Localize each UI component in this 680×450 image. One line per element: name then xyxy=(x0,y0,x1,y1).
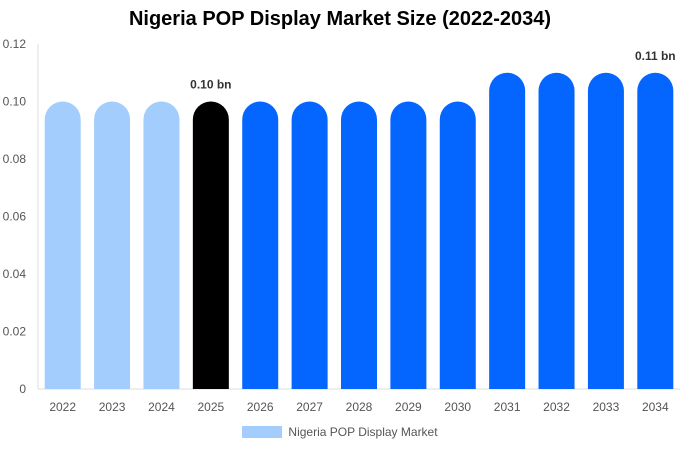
bar-2022[interactable] xyxy=(44,101,81,390)
bar-2026[interactable] xyxy=(242,101,279,390)
bar-2023[interactable] xyxy=(94,101,131,390)
legend[interactable]: Nigeria POP Display Market xyxy=(0,425,680,439)
y-tick-label: 0.02 xyxy=(3,325,27,339)
legend-label: Nigeria POP Display Market xyxy=(288,425,438,439)
bar-2031[interactable] xyxy=(489,72,526,389)
bars-group xyxy=(44,72,674,390)
bar-2032[interactable] xyxy=(538,72,575,389)
bar-2033[interactable] xyxy=(587,72,624,389)
bar-2029[interactable] xyxy=(390,101,427,390)
x-tick-label: 2031 xyxy=(494,400,521,414)
x-tick-label: 2032 xyxy=(543,400,570,414)
y-tick-label: 0.06 xyxy=(3,210,27,224)
x-ticks-group: 2022 2023 2024 2025 2026 2027 2028 2029 2030 2031… xyxy=(49,400,669,414)
data-label-2025: 0.10 bn xyxy=(190,78,231,92)
bar-2028[interactable] xyxy=(341,101,377,390)
chart-title: Nigeria POP Display Market Size (2022-20… xyxy=(128,8,552,30)
legend-swatch xyxy=(242,426,283,438)
x-tick-label: 2023 xyxy=(99,400,126,414)
x-tick-label: 2033 xyxy=(593,400,620,414)
y-tick-label: 0.04 xyxy=(3,267,27,281)
y-ticks-group: 0 0.02 0.04 0.06 0.08 0.10 0.12 xyxy=(3,37,27,396)
data-labels-group: 0.10 bn 0.11 bn xyxy=(190,49,675,92)
x-tick-label: 2034 xyxy=(642,400,669,414)
y-tick-label: 0.10 xyxy=(3,95,27,109)
bar-2030[interactable] xyxy=(439,101,476,390)
y-tick-label: 0.08 xyxy=(3,152,27,166)
data-label-2034: 0.11 bn xyxy=(635,49,676,63)
x-tick-label: 2022 xyxy=(49,400,76,414)
x-tick-label: 2026 xyxy=(247,400,274,414)
x-tick-label: 2030 xyxy=(444,400,471,414)
y-tick-label: 0.12 xyxy=(3,37,27,51)
x-tick-label: 2025 xyxy=(197,400,224,414)
bar-2025[interactable] xyxy=(192,101,229,390)
bar-2034[interactable] xyxy=(637,72,674,389)
bar-2027[interactable] xyxy=(291,101,328,390)
x-tick-label: 2028 xyxy=(346,400,373,414)
x-tick-label: 2027 xyxy=(296,400,323,414)
bar-2024[interactable] xyxy=(143,101,180,390)
x-tick-label: 2024 xyxy=(148,400,175,414)
x-tick-label: 2029 xyxy=(395,400,422,414)
y-tick-label: 0 xyxy=(19,382,26,396)
